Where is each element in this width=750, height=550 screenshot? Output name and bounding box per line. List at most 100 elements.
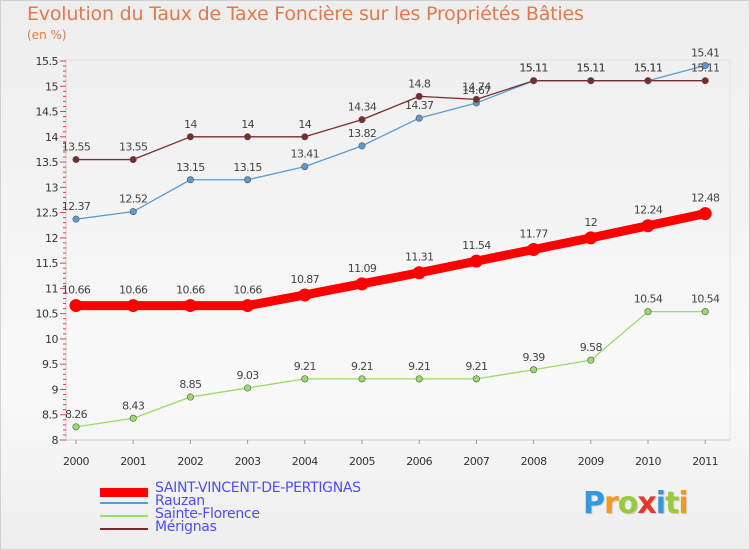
data-label: 15.11 — [634, 62, 663, 75]
data-label: 10.54 — [634, 293, 663, 306]
series-line — [75, 310, 706, 428]
data-label: 9.21 — [294, 360, 316, 373]
data-point — [301, 375, 309, 383]
data-label: 13.41 — [291, 148, 320, 161]
data-point — [698, 207, 712, 221]
data-label: 9.21 — [465, 360, 487, 373]
y-tick-label: 14.5 — [36, 106, 59, 119]
y-tick-label: 12.5 — [36, 207, 59, 220]
x-tick-label: 2007 — [463, 455, 489, 468]
series-line — [75, 64, 706, 220]
y-tick-label: 8.5 — [42, 409, 58, 422]
logo-letter: r — [604, 486, 619, 521]
data-point — [358, 142, 366, 150]
data-point — [469, 254, 483, 268]
chart-axes: 8 8.5 9 9.5 10 10.5 11 11.5 12 12.5 13 13.5 14 14.5 15… — [36, 55, 731, 468]
data-point — [415, 92, 423, 100]
data-label: 12.52 — [119, 193, 148, 206]
data-point — [301, 133, 309, 141]
data-point — [587, 356, 595, 364]
data-point — [644, 77, 652, 85]
data-label: 13.55 — [62, 141, 91, 154]
logo-letter: t — [665, 486, 679, 521]
data-point — [412, 266, 426, 280]
data-label: 9.39 — [523, 351, 546, 364]
x-tick-label: 2004 — [292, 455, 318, 468]
data-point — [358, 116, 366, 124]
data-label: 15.11 — [519, 62, 548, 75]
chart-subtitle: (en %) — [27, 28, 67, 42]
data-point — [472, 95, 480, 103]
x-tick-label: 2005 — [349, 455, 375, 468]
series-layer — [69, 62, 712, 431]
data-point — [530, 366, 538, 374]
series-saint-vincent-de-pertignas — [69, 207, 712, 313]
data-label: 10.54 — [691, 293, 720, 306]
data-point — [72, 215, 80, 223]
data-label: 10.66 — [62, 284, 91, 297]
y-tick-label: 14 — [45, 131, 58, 144]
data-point — [126, 299, 140, 313]
data-point — [129, 414, 137, 422]
x-tick-label: 2010 — [635, 455, 661, 468]
legend-label: Mérignas — [155, 519, 217, 535]
x-tick-label: 2001 — [120, 455, 146, 468]
y-tick-label: 12 — [45, 232, 58, 245]
y-tick-label: 9.5 — [42, 358, 58, 371]
data-point — [527, 242, 541, 256]
data-label: 10.66 — [119, 284, 148, 297]
x-tick-label: 2002 — [177, 455, 203, 468]
data-point — [129, 156, 137, 164]
data-point — [701, 308, 709, 316]
y-tick-label: 8 — [52, 434, 59, 447]
data-label: 9.58 — [580, 341, 603, 354]
data-point — [301, 163, 309, 171]
data-label: 14.8 — [408, 77, 431, 90]
data-point — [183, 299, 197, 313]
data-label: 14.37 — [405, 99, 434, 112]
data-label: 8.43 — [122, 399, 145, 412]
data-label: 9.21 — [408, 360, 430, 373]
data-label: 15.11 — [634, 62, 663, 75]
logo-letter: o — [617, 486, 639, 521]
data-label: 15.11 — [691, 62, 720, 75]
legend-label: Rauzan — [155, 493, 205, 509]
data-label: 12.24 — [634, 204, 663, 217]
logo-letter: P — [583, 486, 605, 521]
data-point — [244, 176, 252, 184]
data-point — [472, 375, 480, 383]
data-point — [644, 308, 652, 316]
series-line — [71, 209, 710, 311]
data-label: 11.54 — [462, 239, 491, 252]
data-label: 9.21 — [351, 360, 373, 373]
data-point — [701, 77, 709, 85]
data-label: 11.09 — [348, 262, 377, 275]
data-label: 13.82 — [348, 127, 377, 140]
data-label: 12.48 — [691, 192, 720, 205]
legend-swatch — [100, 515, 148, 517]
data-label: 10.66 — [176, 284, 205, 297]
data-labels-layer: 12.37 12.52 13.15 13.15 13.41 13.82 14.37 14.67… — [62, 47, 721, 421]
data-point — [358, 375, 366, 383]
data-label: 14.74 — [462, 80, 491, 93]
data-label: 13.15 — [176, 161, 205, 174]
data-point — [701, 62, 709, 70]
data-point — [129, 208, 137, 216]
data-point — [244, 384, 252, 392]
data-label: 15.11 — [519, 62, 548, 75]
x-tick-label: 2006 — [406, 455, 432, 468]
logo-letter: i — [678, 486, 688, 521]
data-label: 14 — [184, 118, 197, 131]
logo-letter: x — [637, 486, 656, 521]
proxiti-logo: Proxiti — [583, 486, 689, 521]
data-point — [186, 133, 194, 141]
data-label: 14.67 — [462, 84, 491, 97]
y-tick-label: 10 — [45, 333, 58, 346]
series-sainte-florence — [72, 308, 709, 431]
data-label: 15.11 — [577, 62, 606, 75]
y-tick-label: 11.5 — [36, 257, 59, 270]
data-label: 11.31 — [405, 251, 434, 264]
y-tick-label: 15.5 — [36, 55, 59, 68]
